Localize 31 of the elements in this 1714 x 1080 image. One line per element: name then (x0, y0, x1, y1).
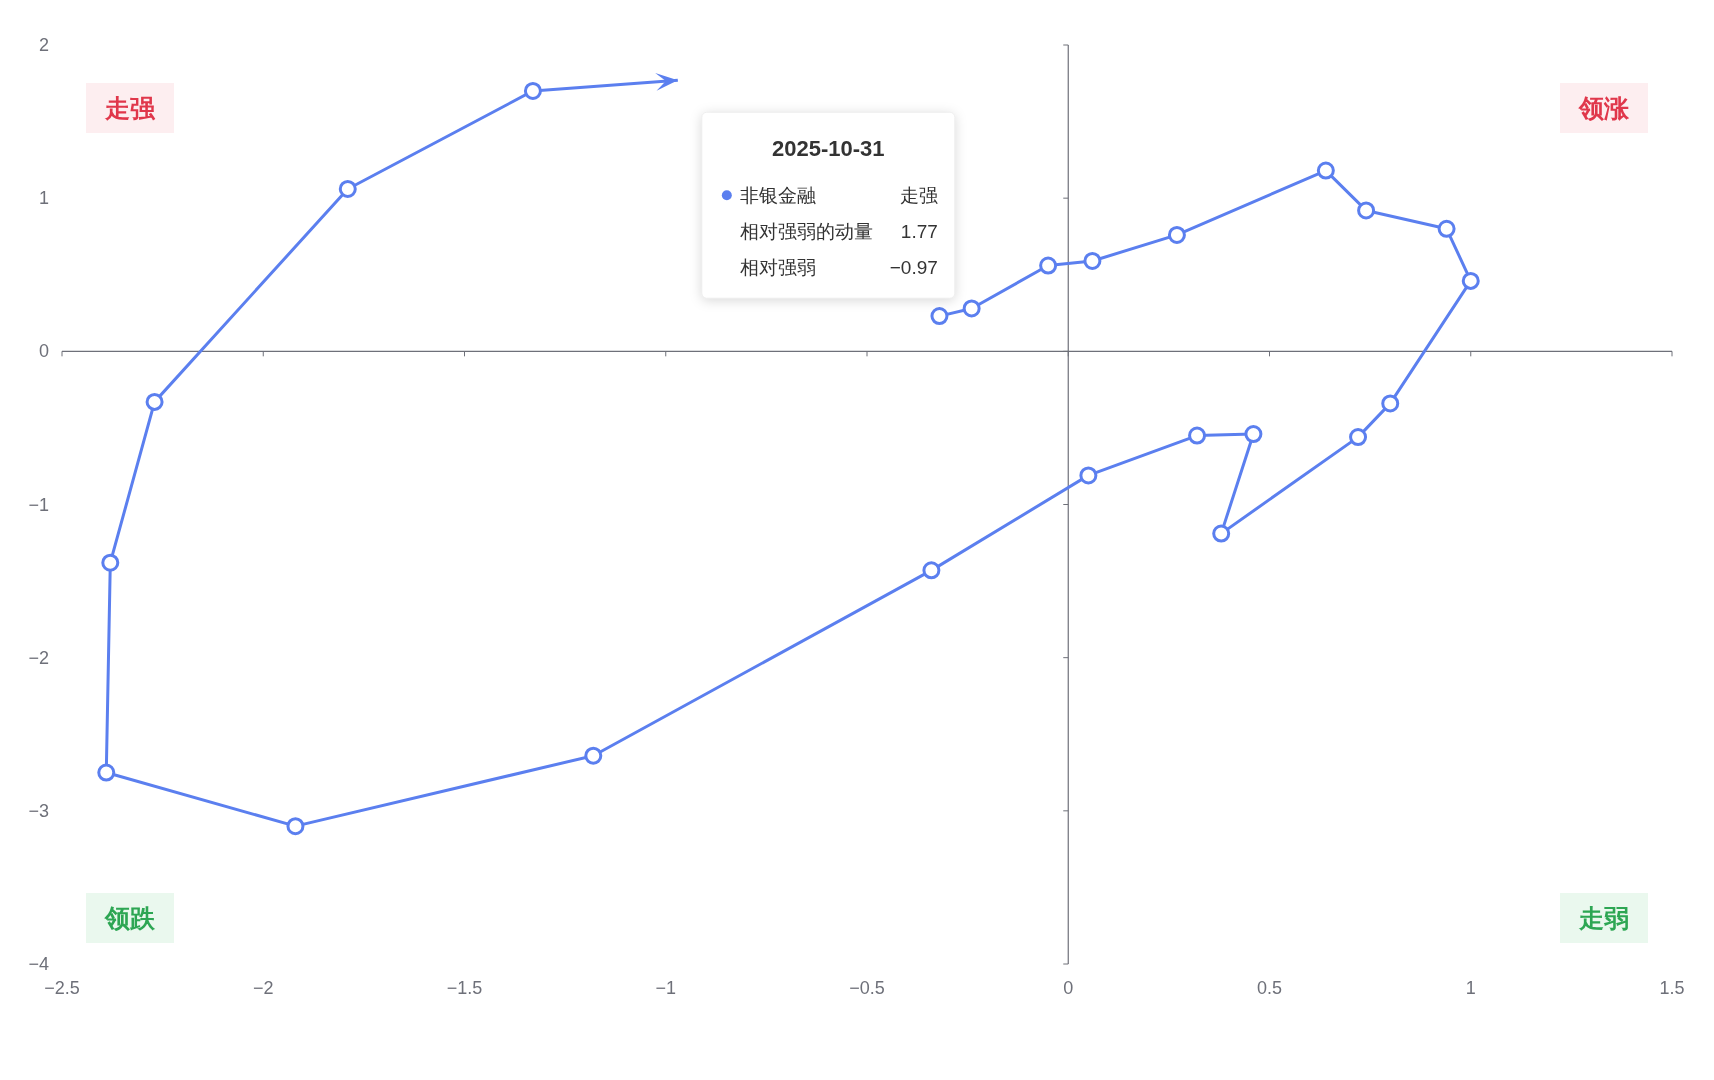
quadrant-label: 走强 (86, 83, 174, 133)
y-tick-label: 2 (38, 35, 49, 55)
quadrant-label: 领涨 (1560, 83, 1648, 133)
x-tick-label: −1 (655, 978, 677, 998)
x-tick-label: 1 (1465, 978, 1476, 998)
annotation: −0.97 (889, 257, 938, 279)
annotation: 相对强弱的动量 (739, 221, 873, 243)
y-tick-label: −1 (28, 494, 49, 515)
y-tick-label: −2 (28, 647, 49, 668)
annotation: 领涨 (1578, 94, 1630, 122)
annotation: 走弱 (1578, 904, 1629, 932)
x-tick-label: 0.5 (1256, 978, 1283, 998)
y-tick-label: 0 (38, 341, 49, 362)
x-tick-label: 0 (1063, 978, 1074, 998)
legend-label: 非银金融 (739, 185, 816, 207)
annotation: 2025-10-31 (772, 136, 885, 162)
x-tick-label: −0.5 (849, 978, 885, 998)
annotation: 1.77 (900, 221, 938, 243)
y-tick-label: −4 (28, 954, 49, 974)
quadrant-label: 领跌 (86, 893, 174, 943)
x-tick-label: −2.5 (44, 978, 80, 998)
x-tick-label: 1.5 (1659, 978, 1685, 998)
x-tick-label: −2 (252, 978, 274, 998)
y-tick-label: −3 (28, 800, 49, 821)
y-tick-label: 1 (38, 188, 49, 209)
annotation: 相对强弱 (739, 257, 816, 279)
annotation: 走强 (899, 185, 938, 207)
annotation: 领跌 (104, 904, 156, 932)
quadrant-label: 走弱 (1560, 893, 1648, 943)
x-tick-label: −1.5 (446, 978, 483, 998)
annotation: 走强 (104, 94, 156, 122)
